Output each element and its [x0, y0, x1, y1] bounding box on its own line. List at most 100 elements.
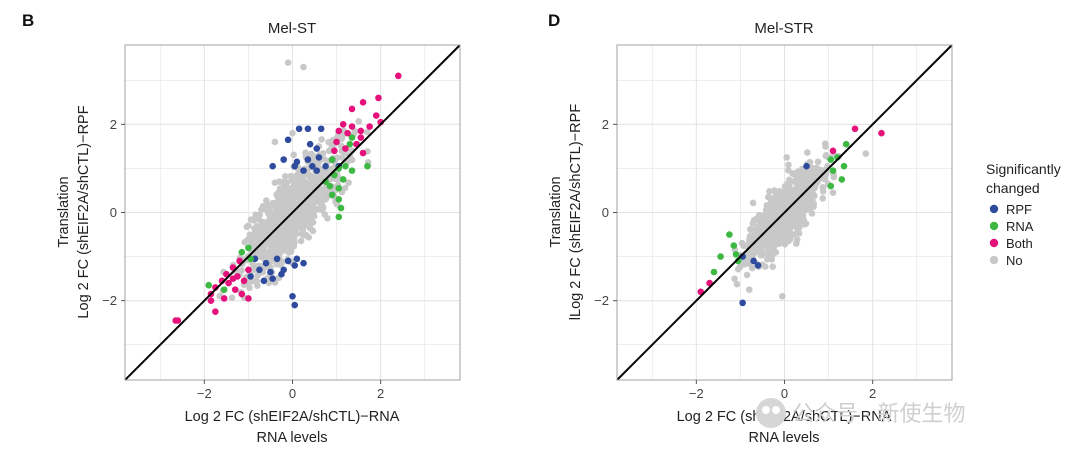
- data-point-no: [297, 237, 305, 245]
- data-point-no: [738, 239, 746, 247]
- panel-b: B Mel-ST −2 0 2 −2 0 2 Log 2 FC (shEIF2A/shCT…: [22, 11, 461, 446]
- data-point-no: [314, 193, 322, 201]
- data-point-no: [800, 177, 808, 185]
- data-point-no: [291, 184, 299, 192]
- data-point-no: [290, 151, 297, 159]
- data-point-no: [276, 261, 284, 268]
- data-point-no: [784, 199, 792, 207]
- data-point-rpf: [304, 125, 312, 133]
- data-point-no: [745, 253, 752, 261]
- data-point-rna: [827, 182, 835, 190]
- data-point-no: [775, 221, 782, 229]
- y-tick-label: 2: [110, 117, 117, 132]
- data-point-both: [878, 129, 885, 137]
- y-axis-sublabel-d: lLog 2 FC (shEIF2A/shCTL)−RPF: [568, 104, 584, 321]
- data-point-rpf: [750, 257, 757, 265]
- data-point-rna: [732, 251, 740, 258]
- watermark-logo-eye-right: [772, 406, 780, 414]
- data-point-both: [172, 317, 179, 324]
- data-point-rna: [827, 156, 835, 163]
- data-point-rpf: [289, 292, 296, 300]
- data-point-no: [804, 149, 811, 156]
- x-tick-label: 0: [289, 386, 296, 401]
- data-point-both: [212, 308, 219, 315]
- legend-label-rpf: RPF: [1006, 202, 1032, 217]
- data-point-no: [251, 215, 258, 223]
- data-point-both: [342, 145, 349, 152]
- data-point-no: [279, 245, 287, 253]
- data-point-rna: [328, 191, 336, 199]
- data-point-no: [746, 236, 753, 244]
- data-point-no: [345, 179, 352, 186]
- data-point-no: [829, 189, 837, 196]
- data-point-both: [238, 290, 246, 298]
- data-point-no: [782, 187, 790, 194]
- data-point-no: [263, 218, 271, 226]
- data-point-rna: [337, 204, 345, 212]
- data-point-no: [290, 234, 298, 242]
- data-point-no: [297, 199, 305, 206]
- data-point-rpf: [291, 262, 299, 269]
- watermark-logo-icon: [756, 398, 786, 428]
- data-point-no: [355, 117, 362, 125]
- data-point-no: [274, 250, 282, 257]
- data-point-no: [763, 202, 771, 209]
- y-axis-label-d: Translation: [548, 176, 564, 247]
- data-point-no: [733, 280, 741, 288]
- data-point-no: [792, 240, 800, 247]
- data-point-no: [776, 187, 783, 195]
- data-point-rna: [245, 244, 252, 252]
- data-point-rpf: [313, 167, 321, 174]
- ticks-d: −2 0 2 −2 0 2: [594, 117, 876, 401]
- data-point-no: [319, 150, 327, 157]
- data-point-no: [745, 286, 753, 293]
- data-point-no: [270, 201, 278, 209]
- data-point-rpf: [313, 145, 321, 152]
- data-point-both: [359, 149, 367, 157]
- data-point-no: [819, 188, 827, 195]
- data-point-no: [282, 239, 290, 247]
- data-point-rna: [339, 176, 347, 183]
- data-point-no: [798, 184, 805, 192]
- data-point-no: [297, 186, 304, 194]
- data-point-rpf: [260, 277, 268, 285]
- y-tick-label: 0: [602, 205, 609, 220]
- legend: Significantly changed RPF RNA Both No: [986, 161, 1061, 268]
- data-point-no: [320, 189, 328, 196]
- data-point-rpf: [739, 299, 746, 307]
- data-point-rpf: [280, 266, 287, 274]
- watermark-text: 公众号 · 新使生物: [792, 401, 966, 426]
- data-point-no: [252, 228, 260, 235]
- panel-letter-d: D: [548, 11, 560, 30]
- data-point-no: [318, 198, 325, 206]
- data-point-no: [830, 173, 838, 181]
- y-axis-label-b: Translation: [56, 176, 72, 247]
- data-point-no: [821, 176, 829, 183]
- panel-d: D Mel-STR −2 0 2−202 Log 2 FC (shEIF2A/shC…: [548, 11, 953, 446]
- data-point-no: [300, 63, 307, 71]
- data-point-both: [375, 94, 382, 102]
- data-point-no: [785, 237, 792, 245]
- y-tick-label: −2: [594, 293, 609, 308]
- data-point-no: [259, 203, 267, 210]
- data-point-no: [284, 59, 292, 66]
- data-point-no: [299, 230, 306, 238]
- data-point-rna: [348, 134, 356, 141]
- data-point-no: [731, 275, 738, 283]
- data-point-no: [306, 217, 314, 225]
- data-point-rna: [717, 253, 724, 260]
- panel-title-b: Mel-ST: [268, 20, 316, 37]
- data-point-both: [229, 275, 237, 282]
- x-tick-label: −2: [689, 386, 704, 401]
- data-point-no: [783, 154, 791, 161]
- data-point-rpf: [300, 167, 307, 174]
- data-point-rna: [238, 248, 246, 256]
- data-point-no: [228, 294, 236, 302]
- data-point-rna: [346, 140, 354, 148]
- data-point-rna: [829, 167, 837, 174]
- legend-swatch-no: [989, 255, 999, 265]
- data-point-no: [276, 185, 284, 192]
- data-point-no: [749, 220, 757, 227]
- data-point-rna: [710, 268, 718, 276]
- data-point-no: [339, 154, 346, 161]
